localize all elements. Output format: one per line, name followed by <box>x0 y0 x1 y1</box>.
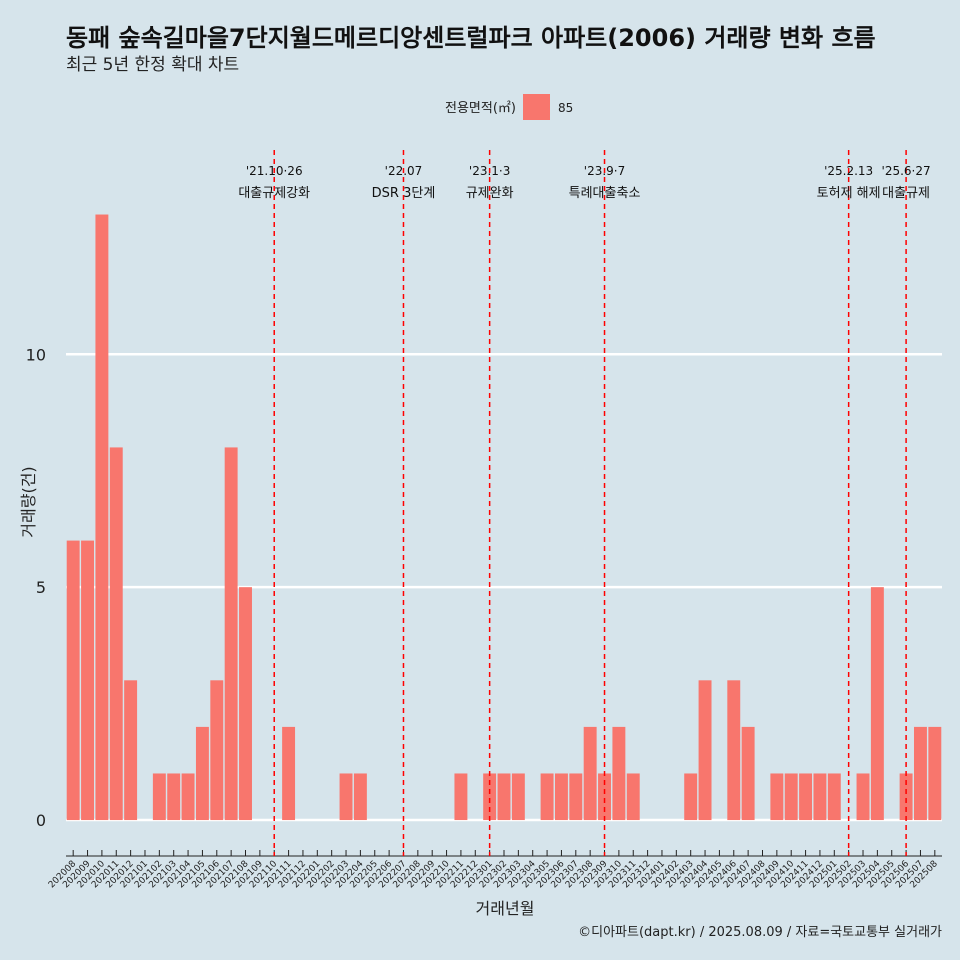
bar-202506 <box>899 773 913 821</box>
bar-202404 <box>698 680 712 821</box>
event-date: '25.2.13 <box>824 164 873 178</box>
legend-entry-85: 85 <box>558 101 573 115</box>
bar-202203 <box>339 773 353 821</box>
bar-202501 <box>827 773 841 821</box>
bar-202308 <box>583 726 597 821</box>
event-label: 대출규제강화 <box>238 186 310 201</box>
bar-202204 <box>353 773 367 821</box>
event-date: '23.1·3 <box>469 164 510 178</box>
x-axis-label: 거래년월 <box>476 899 535 918</box>
bar-202108 <box>239 587 252 821</box>
event-date: '21.10·26 <box>246 164 303 178</box>
bar-202111 <box>282 726 296 821</box>
legend-swatch <box>523 94 550 120</box>
bar-202302 <box>497 773 511 821</box>
bar-202104 <box>181 773 195 821</box>
bar-202008 <box>66 540 80 821</box>
bar-202410 <box>784 773 798 821</box>
x-axis: 2020082020092020102020112020122021012021… <box>47 850 942 890</box>
bar-202309 <box>598 773 611 821</box>
chart-subtitle: 최근 5년 한정 확대 차트 <box>66 55 239 75</box>
y-tick-label: 0 <box>36 811 46 830</box>
event-label: 대출규제 <box>882 186 930 201</box>
y-axis-ticks: 0 5 10 <box>26 345 46 830</box>
event-date: '22.07 <box>385 164 423 178</box>
bar-202507 <box>913 726 927 821</box>
bar-202409 <box>770 773 784 821</box>
bar-202305 <box>540 773 554 821</box>
event-label: 토허제 해제 <box>817 186 881 201</box>
bar-202303 <box>511 773 525 821</box>
legend: 전용면적(㎡) 85 <box>445 94 573 120</box>
bar-202012 <box>124 680 138 821</box>
bar-202412 <box>813 773 827 821</box>
bar-202106 <box>210 680 224 821</box>
bar-202107 <box>224 447 238 821</box>
bar-202103 <box>167 773 181 821</box>
bars <box>66 214 942 821</box>
event-label: 규제완화 <box>466 186 514 201</box>
bar-202301 <box>483 773 497 821</box>
bar-202503 <box>856 773 870 821</box>
bar-202102 <box>152 773 166 821</box>
bar-202508 <box>928 726 942 821</box>
bar-202406 <box>727 680 741 821</box>
event-label: 특례대출축소 <box>569 186 641 201</box>
event-date: '25.6·27 <box>882 164 931 178</box>
bar-202407 <box>741 726 755 821</box>
y-tick-label: 5 <box>36 578 46 597</box>
bar-202306 <box>554 773 568 821</box>
bar-202011 <box>109 447 123 821</box>
bar-202403 <box>684 773 698 821</box>
bar-202411 <box>799 773 813 821</box>
caption: ©디아파트(dapt.kr) / 2025.08.09 / 자료=국토교통부 실… <box>578 925 942 940</box>
bar-202010 <box>95 214 109 821</box>
legend-title: 전용면적(㎡) <box>445 101 516 116</box>
bar-202009 <box>81 540 95 821</box>
event-label: DSR 3단계 <box>372 186 436 201</box>
bar-202307 <box>569 773 583 821</box>
bar-202311 <box>626 773 640 821</box>
bar-202504 <box>870 587 884 821</box>
event-markers: '21.10·26 대출규제강화 '22.07 DSR 3단계 '23.1·3 규제완화 '… <box>238 150 931 856</box>
bar-202211 <box>454 773 468 821</box>
bar-202105 <box>195 726 209 821</box>
y-tick-label: 10 <box>26 345 46 364</box>
chart-title: 동패 숲속길마을7단지월드메르디앙센트럴파크 아파트(2006) 거래량 변화 … <box>66 24 876 52</box>
event-date: '23.9·7 <box>584 164 625 178</box>
bar-202310 <box>612 726 626 821</box>
y-axis-label: 거래량(건) <box>19 466 38 537</box>
